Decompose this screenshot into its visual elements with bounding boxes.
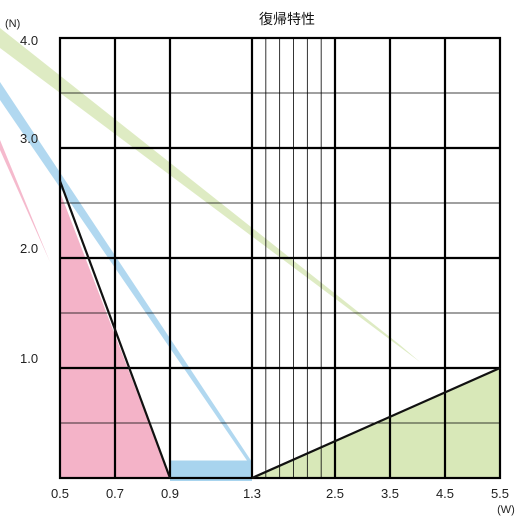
x-tick-label: 3.5: [381, 486, 399, 501]
y-tick-label: 4.0: [20, 33, 38, 48]
grid-layer: [58, 36, 502, 480]
x-axis-unit: (W): [497, 504, 515, 516]
characteristic-line-left: [58, 180, 172, 479]
decorative-green-ribbon: [0, 28, 420, 362]
y-tick-label: 2.0: [20, 241, 38, 256]
y-axis-unit: (N): [5, 18, 20, 30]
band-layer: [0, 28, 500, 481]
blue-region: [170, 460, 252, 481]
y-tick-label: 3.0: [20, 131, 38, 146]
y-tick-label: 1.0: [20, 351, 38, 366]
x-tick-label: 4.5: [436, 486, 454, 501]
x-tick-label: 2.5: [326, 486, 344, 501]
data-layer: [58, 180, 501, 480]
x-tick-label: 0.7: [106, 486, 124, 501]
x-tick-label: 0.9: [161, 486, 179, 501]
x-tick-label: 1.3: [243, 486, 261, 501]
chart-title: 復帰特性: [259, 11, 315, 28]
x-tick-label: 0.5: [51, 486, 69, 501]
label-layer: 復帰特性 (N) (W) 0.5 0.7 0.9 1.3 2.5 3.5 4.5 5.5 1.0…: [5, 11, 515, 516]
x-tick-label: 5.5: [491, 486, 509, 501]
decorative-pink-ribbon: [0, 140, 50, 262]
characteristic-line-right: [251, 366, 501, 480]
